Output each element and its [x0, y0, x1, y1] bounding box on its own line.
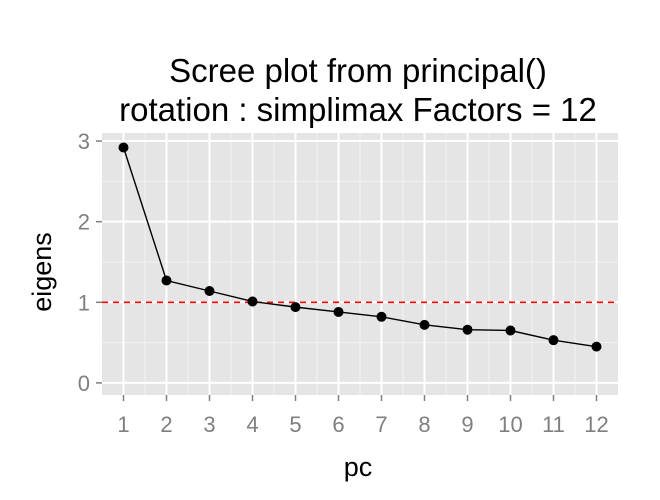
x-tick-label: 4: [246, 412, 258, 437]
x-tick-label: 11: [542, 412, 565, 437]
y-tick-label: 2: [78, 210, 90, 235]
x-axis-label: pc: [344, 452, 373, 482]
x-axis-ticks: 1 2 3 4 5 6 7 8 9 10 11 12: [117, 395, 609, 437]
y-axis-ticks: 0 1 2 3: [78, 129, 102, 396]
data-point: [290, 302, 301, 313]
y-tick-label: 1: [78, 290, 90, 315]
data-point: [591, 341, 602, 352]
y-axis-label: eigens: [27, 232, 57, 312]
x-tick-label: 12: [584, 412, 608, 437]
x-tick-label: 6: [332, 412, 344, 437]
minor-grid: [102, 133, 618, 395]
chart-subtitle: rotation : simplimax Factors = 12: [119, 91, 597, 128]
y-tick-label: 3: [78, 129, 90, 154]
data-point: [462, 324, 473, 335]
x-tick-label: 9: [461, 412, 473, 437]
x-tick-label: 5: [289, 412, 301, 437]
x-tick-label: 8: [418, 412, 430, 437]
x-tick-label: 2: [160, 412, 172, 437]
major-grid: [102, 133, 618, 395]
data-point: [118, 142, 129, 153]
x-tick-label: 10: [498, 412, 522, 437]
data-point: [247, 296, 258, 307]
data-point: [376, 311, 387, 322]
x-tick-label: 7: [375, 412, 387, 437]
x-tick-label: 3: [203, 412, 215, 437]
chart-title: Scree plot from principal(): [169, 52, 547, 89]
data-point: [419, 319, 430, 330]
data-points: [118, 142, 602, 352]
x-tick-label: 1: [117, 412, 129, 437]
y-tick-label: 0: [78, 371, 90, 396]
data-point: [161, 275, 172, 286]
data-point: [505, 325, 516, 336]
series-line: [122, 147, 597, 348]
data-point: [333, 306, 344, 317]
data-point: [548, 335, 559, 346]
data-point: [204, 286, 215, 297]
